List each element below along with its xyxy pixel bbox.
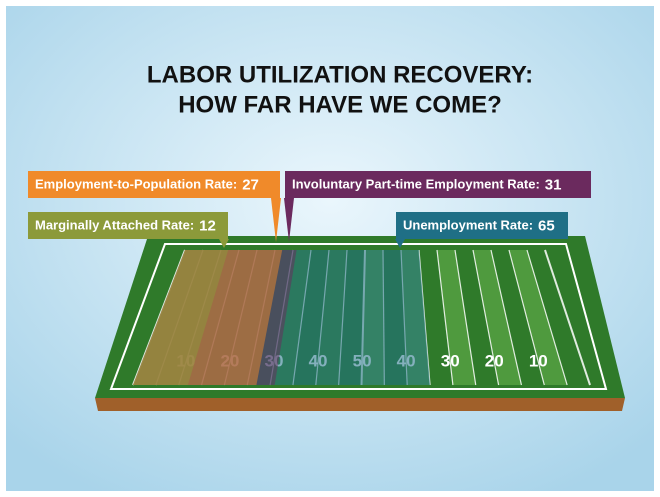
callout-text: Marginally Attached Rate: 12 bbox=[35, 217, 216, 234]
callout-value: 65 bbox=[538, 217, 555, 234]
callout-value: 31 bbox=[545, 176, 562, 193]
field-edge bbox=[95, 398, 625, 411]
callout-label: Marginally Attached Rate: bbox=[35, 218, 194, 233]
callout-text: Unemployment Rate: 65 bbox=[403, 217, 555, 234]
callout-text: Involuntary Part-time Employment Rate: 31 bbox=[292, 176, 561, 193]
callout-label: Unemployment Rate: bbox=[403, 218, 533, 233]
infographic: LABOR UTILIZATION RECOVERY: HOW FAR HAVE… bbox=[0, 0, 660, 497]
callout-label: Employment-to-Population Rate: bbox=[35, 177, 237, 192]
callout-value: 12 bbox=[199, 217, 216, 234]
title-line: LABOR UTILIZATION RECOVERY: bbox=[147, 61, 533, 88]
page: LABOR UTILIZATION RECOVERY: HOW FAR HAVE… bbox=[0, 0, 660, 497]
yard-number: 10 bbox=[529, 352, 548, 371]
callout-value: 27 bbox=[242, 176, 259, 193]
yard-number: 20 bbox=[485, 352, 504, 371]
callout-text: Employment-to-Population Rate: 27 bbox=[35, 176, 259, 193]
overlays bbox=[133, 250, 430, 385]
yard-number: 30 bbox=[441, 352, 460, 371]
callout-label: Involuntary Part-time Employment Rate: bbox=[292, 177, 540, 192]
title-line: HOW FAR HAVE WE COME? bbox=[178, 91, 502, 118]
